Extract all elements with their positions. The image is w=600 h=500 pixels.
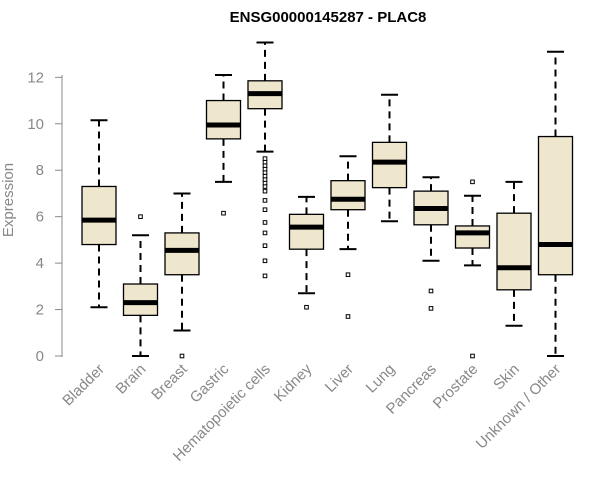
- y-tick-label: 2: [36, 302, 44, 319]
- outlier-point: [470, 179, 475, 185]
- y-tick-label: 6: [36, 209, 44, 226]
- iqr-box: [330, 180, 366, 211]
- outlier-point: [345, 272, 351, 278]
- x-category-label: Breast: [148, 360, 191, 403]
- x-category-label: Skin: [490, 361, 523, 394]
- x-category-label: Bladder: [59, 361, 108, 410]
- y-tick-label: 12: [27, 69, 44, 86]
- x-category-label: Prostate: [430, 361, 482, 413]
- y-tick-label: 0: [36, 348, 44, 365]
- y-axis-label: Expression: [0, 163, 17, 237]
- chart-title: ENSG00000145287 - PLAC8: [230, 9, 427, 26]
- outlier-point: [304, 304, 309, 310]
- iqr-box: [496, 212, 532, 291]
- box-bladder: [81, 119, 117, 309]
- box-hematopoietic-cells: [247, 41, 283, 279]
- iqr-box: [81, 185, 117, 246]
- y-tick-label: 10: [27, 116, 44, 133]
- box-liver: [330, 155, 366, 319]
- x-category-label: Lung: [363, 361, 399, 397]
- box-gastric: [205, 74, 242, 216]
- box-prostate: [454, 179, 491, 359]
- x-category-label: Liver: [322, 361, 357, 396]
- y-axis-ticks: 0 2 4 6 8 10 12: [27, 69, 62, 365]
- iqr-box: [371, 141, 408, 189]
- outlier-point: [262, 273, 268, 279]
- outlier-point: [470, 353, 475, 359]
- outlier-point: [428, 306, 434, 311]
- outlier-point: [428, 288, 434, 294]
- iqr-box: [164, 232, 200, 276]
- box-unknown-other: [537, 50, 574, 357]
- outlier-point: [345, 314, 351, 319]
- outlier-point: [179, 353, 185, 359]
- outlier-point: [262, 220, 268, 225]
- outlier-point: [262, 230, 268, 236]
- outlier-point: [262, 207, 268, 212]
- iqr-box: [205, 99, 242, 140]
- outlier-point: [262, 198, 268, 203]
- box-kidney: [288, 195, 325, 310]
- iqr-box: [288, 213, 325, 250]
- box-lung: [371, 93, 408, 223]
- y-tick-label: 8: [36, 162, 44, 179]
- box-breast: [164, 192, 200, 359]
- box-skin: [496, 180, 532, 327]
- outlier-point: [138, 214, 143, 219]
- outlier-point: [221, 210, 226, 216]
- x-category-label: Kidney: [271, 360, 316, 405]
- outlier-point: [262, 156, 268, 161]
- iqr-box: [537, 135, 574, 276]
- boxes-group: [81, 41, 574, 359]
- y-tick-label: 4: [36, 255, 44, 272]
- outlier-point: [262, 258, 268, 264]
- box-pancreas: [413, 176, 449, 311]
- outlier-point: [262, 188, 268, 194]
- outlier-point: [262, 243, 268, 248]
- iqr-box: [454, 225, 491, 249]
- iqr-box: [122, 283, 159, 317]
- box-brain: [122, 214, 159, 357]
- x-category-label: Brain: [113, 361, 150, 398]
